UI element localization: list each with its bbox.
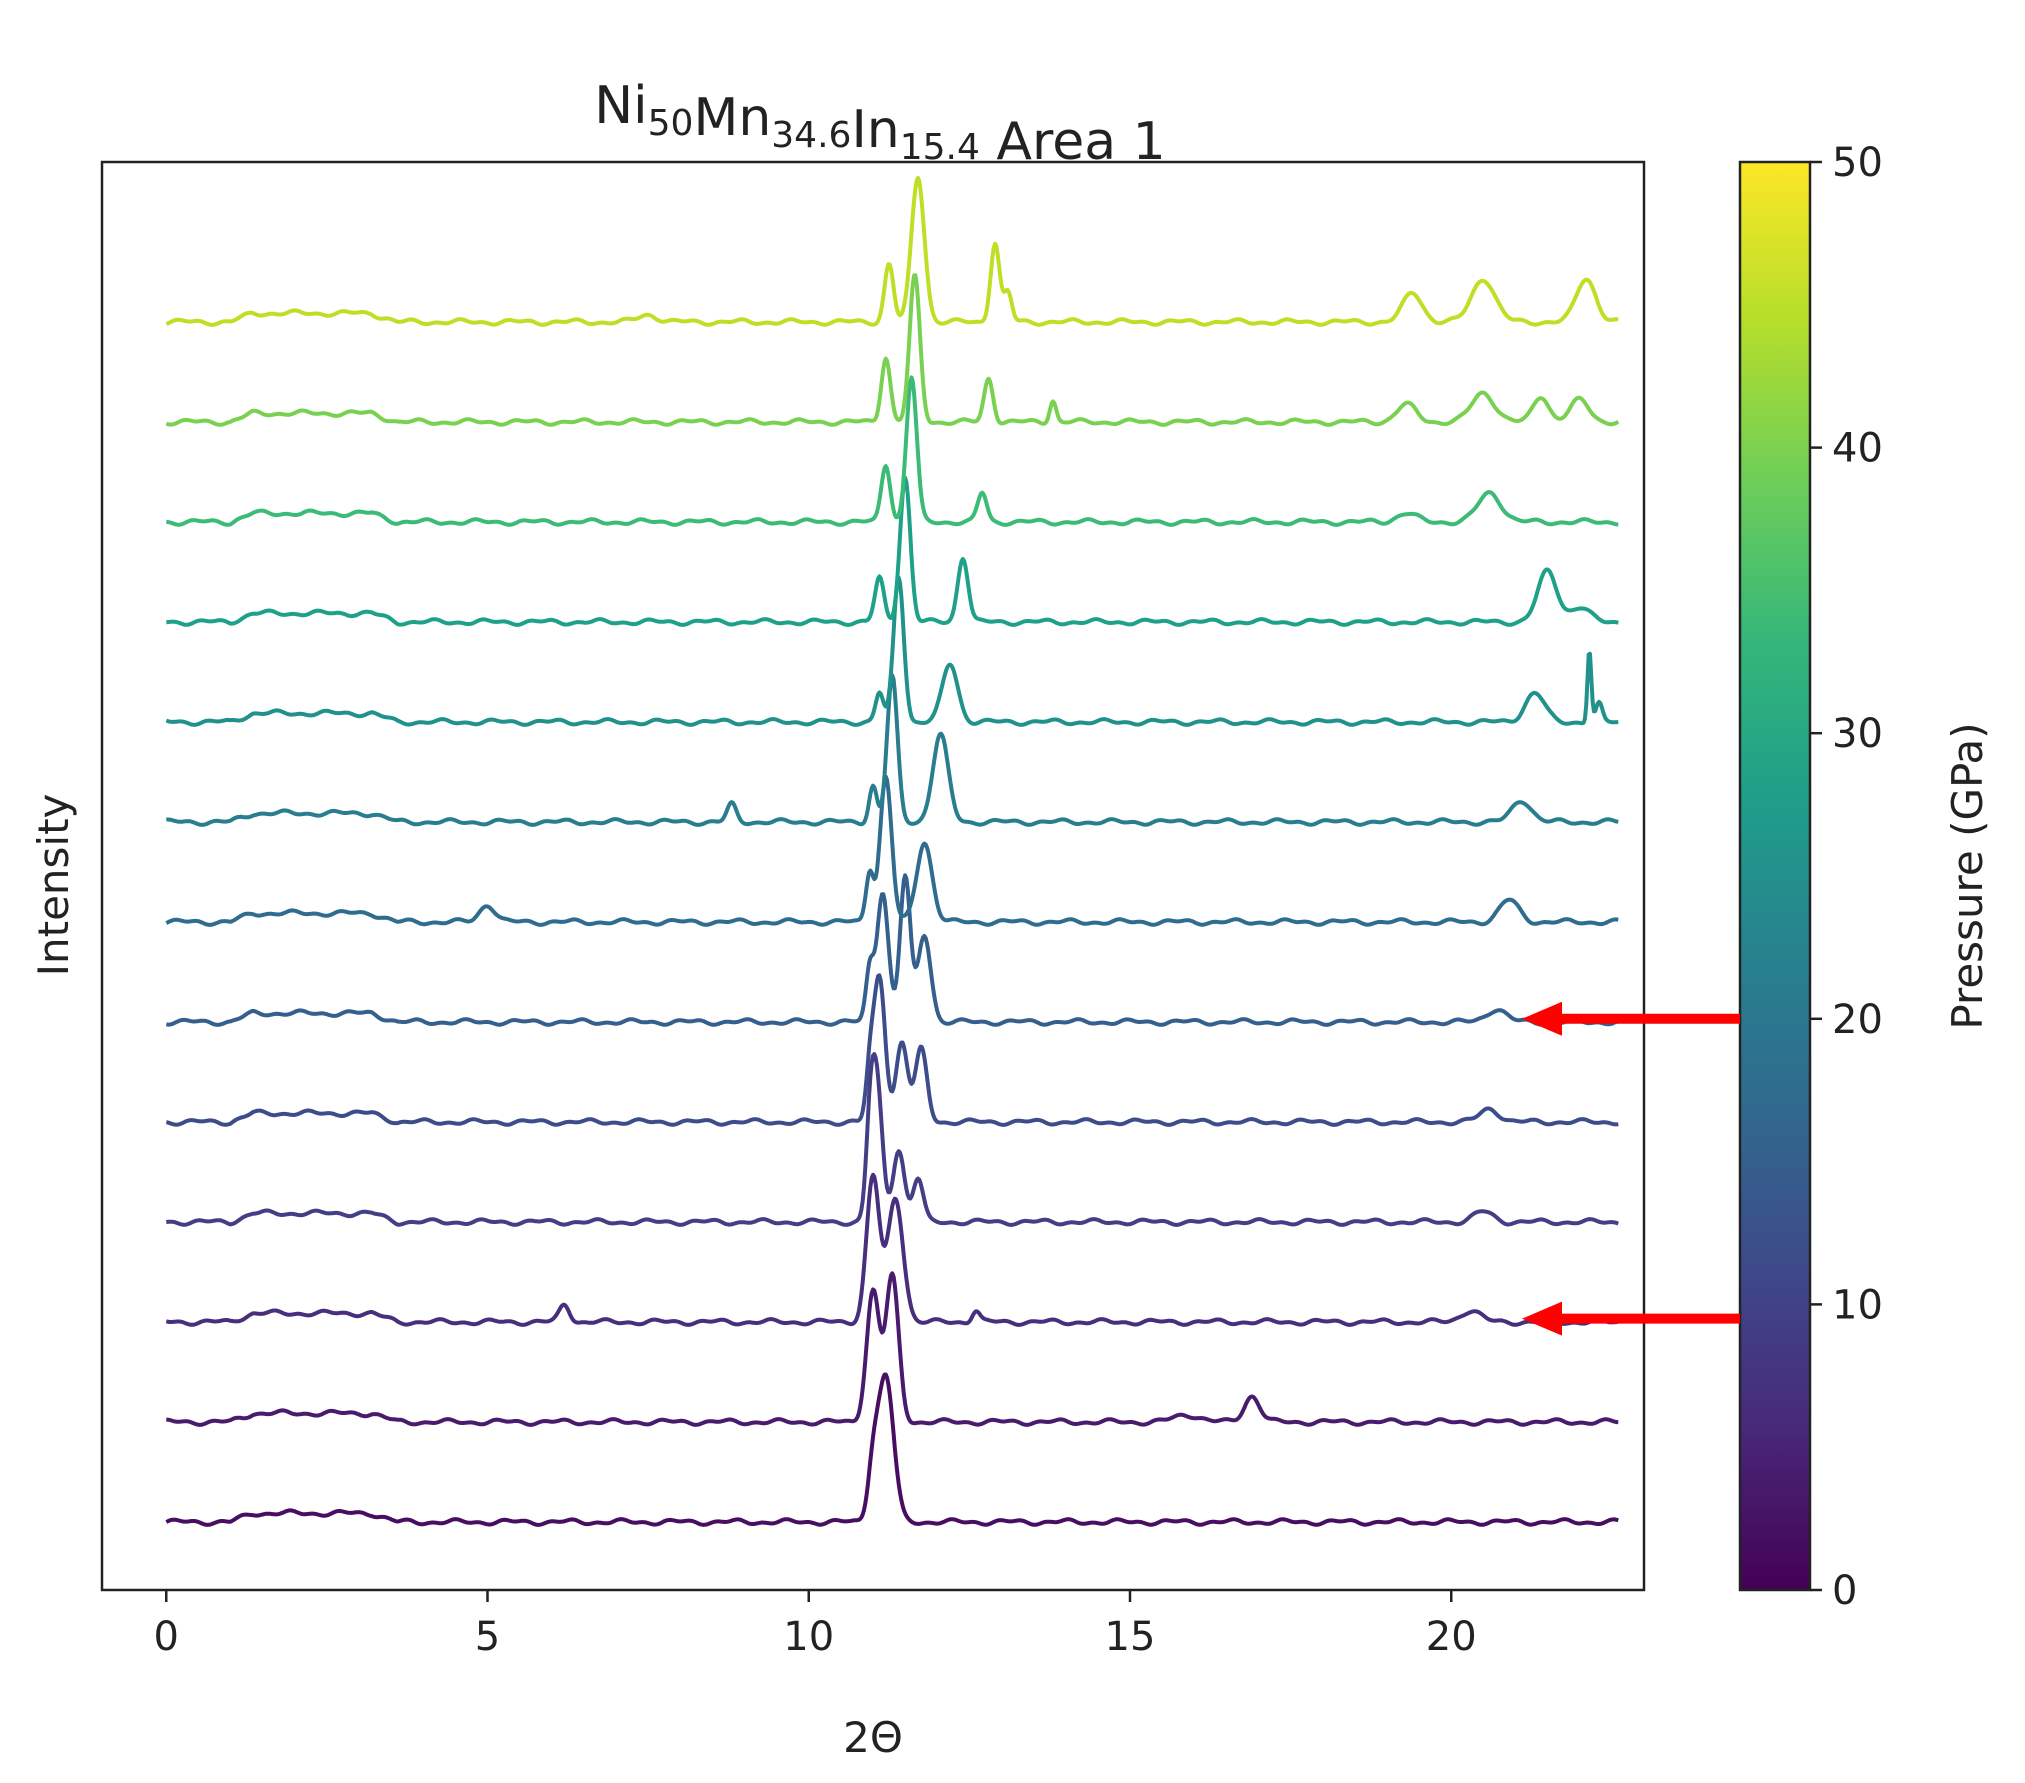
colorbar-label: Pressure (GPa) <box>1943 722 1992 1029</box>
colorbar-tick-label-3: 30 <box>1832 711 1883 757</box>
annotations <box>1522 1001 1740 1336</box>
x-tick-label-3: 15 <box>1105 1614 1156 1660</box>
red-arrow-0 <box>1522 1001 1740 1036</box>
x-axis: 0 5 10 15 20 <box>154 1590 1477 1660</box>
colorbar-tick-label-0: 0 <box>1832 1568 1857 1614</box>
series-line-3 <box>165 1052 1619 1227</box>
plot-area <box>100 160 1646 1592</box>
colorbar-tick-label-1: 10 <box>1832 1282 1883 1328</box>
chart-title: Ni50Mn34.6In15.4 Area 1 <box>594 76 1165 172</box>
colorbar-tick-label-5: 50 <box>1832 140 1883 186</box>
series-line-8 <box>165 575 1619 727</box>
colorbar-tick-label-4: 40 <box>1832 426 1883 472</box>
red-arrow-1 <box>1522 1301 1740 1336</box>
series-line-12 <box>165 176 1619 327</box>
y-axis-label: Intensity <box>29 794 78 977</box>
series-line-0 <box>165 1372 1619 1527</box>
title-subscript-1: 34.6 <box>771 115 851 156</box>
series-line-10 <box>165 375 1619 527</box>
title-element-1: Mn <box>693 88 771 148</box>
x-tick-label-0: 0 <box>154 1614 179 1660</box>
x-tick-label-2: 10 <box>783 1614 834 1660</box>
series-line-5 <box>165 873 1620 1027</box>
colorbar-tick-label-2: 20 <box>1832 997 1883 1043</box>
series-line-1 <box>165 1271 1619 1427</box>
x-axis-label: 2Θ <box>843 1713 903 1762</box>
colorbar <box>1738 160 1812 1592</box>
series-line-11 <box>165 273 1620 427</box>
title-subscript-0: 50 <box>648 103 694 144</box>
series-line-2 <box>165 1172 1619 1327</box>
plot-series <box>165 176 1620 1527</box>
series-line-4 <box>165 973 1619 1127</box>
series-line-9 <box>165 475 1619 627</box>
title-element-0: Ni <box>594 76 647 136</box>
colorbar-ticks: 0 10 20 30 40 50 <box>1810 140 1883 1614</box>
x-tick-label-1: 5 <box>475 1614 500 1660</box>
x-tick-label-4: 20 <box>1426 1614 1477 1660</box>
series-line-7 <box>165 673 1619 827</box>
title-element-2: In <box>851 100 899 160</box>
series-line-6 <box>165 774 1619 927</box>
